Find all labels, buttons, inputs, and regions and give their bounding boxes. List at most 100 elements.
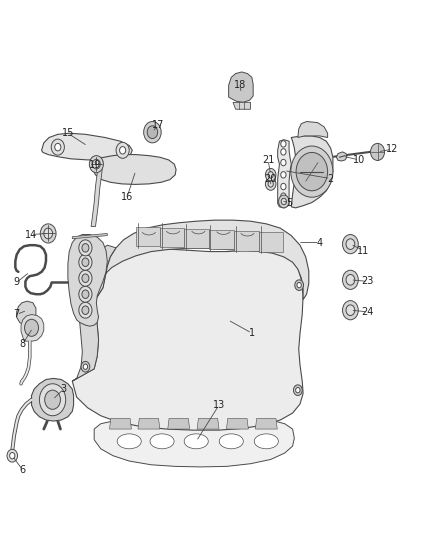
Text: 1: 1 (249, 328, 255, 338)
Polygon shape (234, 231, 259, 251)
Polygon shape (72, 249, 303, 430)
Circle shape (346, 274, 355, 285)
Circle shape (83, 364, 88, 369)
Text: 2: 2 (328, 174, 334, 183)
Polygon shape (136, 227, 160, 246)
Circle shape (295, 280, 304, 290)
Polygon shape (226, 418, 248, 429)
Polygon shape (72, 233, 107, 239)
Polygon shape (32, 378, 74, 421)
Polygon shape (229, 72, 253, 102)
Text: 21: 21 (262, 155, 274, 165)
Circle shape (44, 228, 53, 239)
Text: 3: 3 (60, 384, 67, 394)
Polygon shape (110, 418, 131, 429)
Polygon shape (21, 314, 44, 341)
Circle shape (268, 172, 273, 178)
Circle shape (268, 181, 273, 187)
Circle shape (7, 449, 18, 462)
Circle shape (281, 172, 286, 178)
Text: 5: 5 (286, 198, 292, 207)
Circle shape (92, 159, 100, 169)
Circle shape (79, 302, 92, 318)
Text: 18: 18 (234, 80, 246, 90)
Polygon shape (278, 140, 291, 208)
Circle shape (82, 274, 89, 282)
Circle shape (79, 254, 92, 270)
Circle shape (346, 239, 355, 249)
Circle shape (79, 270, 92, 286)
Text: 15: 15 (62, 128, 74, 138)
Ellipse shape (254, 434, 279, 449)
Polygon shape (168, 418, 190, 429)
Polygon shape (209, 230, 234, 249)
Polygon shape (94, 414, 294, 467)
Circle shape (79, 286, 92, 302)
Circle shape (279, 195, 289, 208)
Circle shape (291, 146, 333, 197)
Circle shape (39, 384, 66, 416)
Text: 14: 14 (25, 230, 37, 239)
Text: 24: 24 (362, 307, 374, 317)
Circle shape (83, 306, 88, 312)
Text: 4: 4 (317, 238, 323, 247)
Text: 12: 12 (386, 144, 398, 154)
Text: 17: 17 (152, 120, 164, 130)
Polygon shape (197, 418, 219, 429)
Text: 13: 13 (213, 400, 225, 410)
Circle shape (82, 290, 89, 298)
Circle shape (296, 152, 328, 191)
Ellipse shape (219, 434, 244, 449)
Circle shape (343, 270, 358, 289)
Circle shape (25, 319, 39, 336)
Circle shape (55, 143, 61, 151)
Polygon shape (138, 418, 160, 429)
Circle shape (51, 139, 64, 155)
Circle shape (81, 304, 90, 314)
Ellipse shape (117, 434, 141, 449)
Circle shape (343, 301, 358, 320)
Polygon shape (291, 136, 333, 208)
Polygon shape (91, 155, 176, 184)
Circle shape (281, 141, 286, 147)
Circle shape (265, 177, 276, 190)
Circle shape (293, 385, 302, 395)
Circle shape (281, 193, 286, 199)
Text: 16: 16 (121, 192, 133, 202)
Circle shape (40, 224, 56, 243)
Circle shape (144, 122, 161, 143)
Ellipse shape (150, 434, 174, 449)
Polygon shape (91, 160, 103, 227)
Text: 8: 8 (20, 339, 26, 349)
Polygon shape (259, 232, 283, 252)
Circle shape (281, 159, 286, 166)
Circle shape (343, 235, 358, 254)
Circle shape (79, 240, 92, 256)
Polygon shape (17, 301, 36, 325)
Text: 7: 7 (14, 310, 20, 319)
Circle shape (116, 142, 129, 158)
Circle shape (371, 143, 385, 160)
Circle shape (10, 453, 15, 459)
Circle shape (82, 258, 89, 266)
Polygon shape (233, 102, 251, 109)
Circle shape (296, 387, 300, 393)
Circle shape (82, 306, 89, 314)
Polygon shape (298, 122, 328, 138)
Text: 19: 19 (89, 160, 102, 170)
Polygon shape (42, 133, 132, 160)
Circle shape (120, 147, 126, 154)
Polygon shape (336, 152, 347, 161)
Polygon shape (184, 229, 209, 248)
Text: 10: 10 (353, 155, 365, 165)
Circle shape (45, 390, 60, 409)
Text: 20: 20 (265, 174, 277, 183)
Ellipse shape (184, 434, 208, 449)
Circle shape (81, 361, 90, 372)
Circle shape (265, 168, 276, 181)
Circle shape (346, 305, 355, 316)
Circle shape (297, 282, 301, 288)
Polygon shape (255, 418, 277, 429)
Polygon shape (68, 235, 107, 326)
Circle shape (281, 183, 286, 190)
